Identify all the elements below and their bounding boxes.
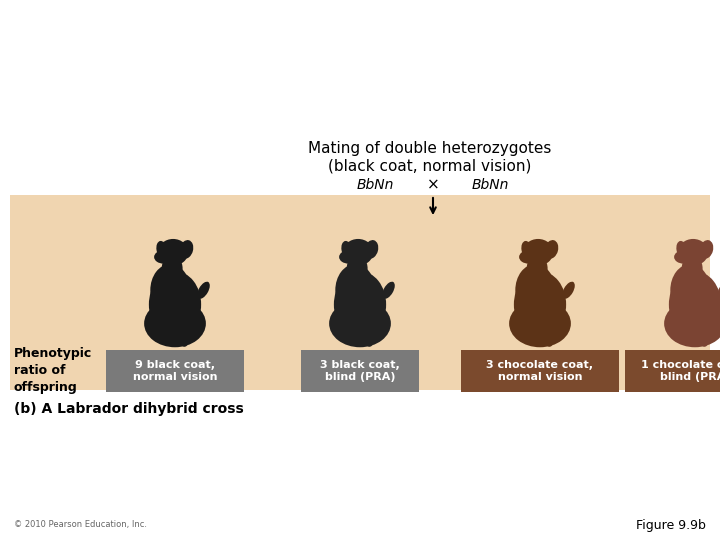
Ellipse shape <box>516 264 555 316</box>
Ellipse shape <box>717 282 720 299</box>
Ellipse shape <box>678 239 708 266</box>
Ellipse shape <box>682 255 703 282</box>
Text: BbNn: BbNn <box>472 178 509 192</box>
Text: Figure 9.9b: Figure 9.9b <box>636 518 706 531</box>
FancyBboxPatch shape <box>461 350 619 392</box>
Ellipse shape <box>179 323 190 347</box>
FancyBboxPatch shape <box>301 350 419 392</box>
Ellipse shape <box>150 264 190 316</box>
Ellipse shape <box>167 323 179 347</box>
Ellipse shape <box>343 239 373 266</box>
Ellipse shape <box>197 282 210 299</box>
Ellipse shape <box>364 240 378 259</box>
Ellipse shape <box>523 239 553 266</box>
Ellipse shape <box>674 251 693 264</box>
Ellipse shape <box>339 251 358 264</box>
Ellipse shape <box>521 241 532 258</box>
Text: © 2010 Pearson Education, Inc.: © 2010 Pearson Education, Inc. <box>14 521 147 530</box>
FancyBboxPatch shape <box>625 350 720 392</box>
Ellipse shape <box>144 300 206 347</box>
Ellipse shape <box>329 300 391 347</box>
FancyBboxPatch shape <box>106 350 244 392</box>
Text: (b) A Labrador dihybrid cross: (b) A Labrador dihybrid cross <box>14 402 244 416</box>
Ellipse shape <box>699 323 710 347</box>
Ellipse shape <box>154 251 173 264</box>
Ellipse shape <box>162 255 183 282</box>
Text: 3 black coat,
blind (PRA): 3 black coat, blind (PRA) <box>320 360 400 382</box>
Ellipse shape <box>562 282 575 299</box>
FancyBboxPatch shape <box>10 195 710 390</box>
Ellipse shape <box>382 282 395 299</box>
Ellipse shape <box>352 323 364 347</box>
Ellipse shape <box>336 264 375 316</box>
Ellipse shape <box>334 271 386 338</box>
Ellipse shape <box>676 241 687 258</box>
Ellipse shape <box>544 323 555 347</box>
Ellipse shape <box>527 255 548 282</box>
Ellipse shape <box>669 271 720 338</box>
Ellipse shape <box>664 300 720 347</box>
Text: BbNn: BbNn <box>356 178 394 192</box>
Ellipse shape <box>532 323 544 347</box>
Text: 9 black coat,
normal vision: 9 black coat, normal vision <box>132 360 217 382</box>
Text: 3 chocolate coat,
normal vision: 3 chocolate coat, normal vision <box>487 360 593 382</box>
Ellipse shape <box>179 240 193 259</box>
Ellipse shape <box>364 323 375 347</box>
Ellipse shape <box>158 239 189 266</box>
Ellipse shape <box>341 241 352 258</box>
Ellipse shape <box>670 264 710 316</box>
Ellipse shape <box>149 271 201 338</box>
Ellipse shape <box>347 255 368 282</box>
Text: Phenotypic
ratio of
offspring: Phenotypic ratio of offspring <box>14 347 92 394</box>
Ellipse shape <box>544 240 558 259</box>
Ellipse shape <box>519 251 538 264</box>
Text: Mating of double heterozygotes: Mating of double heterozygotes <box>308 140 552 156</box>
Text: (black coat, normal vision): (black coat, normal vision) <box>328 159 531 173</box>
Ellipse shape <box>700 240 714 259</box>
Ellipse shape <box>514 271 566 338</box>
Ellipse shape <box>688 323 699 347</box>
Text: 1 chocolate coat,
blind (PRA): 1 chocolate coat, blind (PRA) <box>642 360 720 382</box>
Ellipse shape <box>156 241 167 258</box>
Ellipse shape <box>509 300 571 347</box>
Text: ×: × <box>427 178 439 192</box>
